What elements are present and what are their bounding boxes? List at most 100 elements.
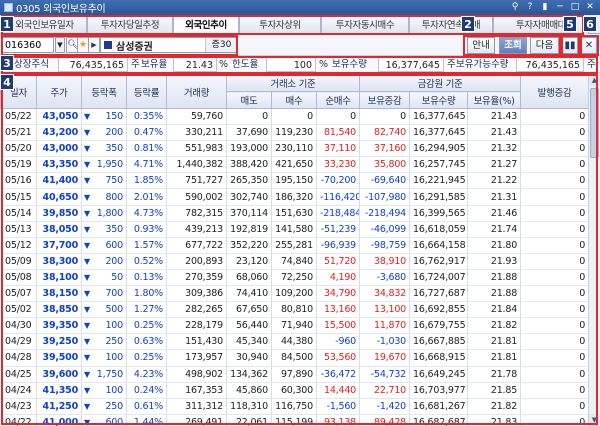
tab-investor-daily-estimate[interactable]: 투자자당일추정	[87, 16, 173, 34]
row-buy: 44,380	[271, 333, 317, 351]
tab-investor-consecutive[interactable]: 투자자연속매매	[409, 16, 493, 34]
col-sell[interactable]: 매도	[226, 91, 272, 109]
row-net-buy: 14,440	[316, 382, 361, 399]
table-row[interactable]: 05/13 38,050 ▼ 350 0.93% 439,213 192,819 141,58…	[0, 221, 590, 238]
table-row[interactable]: 05/22 43,050 ▼ 150 0.35% 59,760 0 0 0 0 16,377,645…	[0, 108, 590, 126]
pin-icon[interactable]: ▮	[542, 2, 548, 12]
table-row[interactable]: 05/07 38,150 ▼ 700 1.80% 309,386 74,410 109,200…	[0, 285, 590, 303]
row-hold-change: -54,732	[359, 366, 411, 383]
col-group-fss: 금감원 기준	[359, 74, 522, 92]
row-buy: 60,300	[271, 382, 317, 399]
row-hold-qty: 16,667,885	[409, 333, 469, 351]
row-hold-rate: 21.93	[467, 253, 522, 270]
chart-icon[interactable]: ▮▮	[562, 37, 578, 54]
row-change-value: 350	[105, 223, 123, 235]
table-row[interactable]: 05/15 40,650 ▼ 800 2.01% 590,002 302,740 186,32…	[0, 188, 590, 206]
row-hold-change: -107,980	[359, 188, 411, 206]
holding-summary: 상장주식 76,435,165 주 보유율 21.43 % 한도율 100 % …	[0, 56, 600, 73]
table-row[interactable]: 05/02 38,850 ▼ 500 1.27% 282,265 67,650 80,810 1…	[0, 301, 590, 319]
row-buy: 116,750	[271, 398, 317, 415]
table-row[interactable]: 04/30 39,350 ▼ 100 0.25% 228,179 56,440 71,940 1…	[0, 317, 590, 335]
col-volume[interactable]: 거래량	[166, 74, 227, 109]
row-price: 39,500	[36, 349, 82, 367]
down-arrow-icon: ▼	[84, 128, 90, 138]
next-stock-icon[interactable]: ▶	[88, 37, 100, 53]
tab-investor-simultaneous-buy[interactable]: 투자자동시매수	[321, 16, 409, 34]
col-hold-rate[interactable]: 보유율(%)	[467, 91, 522, 109]
next-button[interactable]: 다음	[530, 37, 559, 54]
table-row[interactable]: 04/25 39,600 ▼ 1,750 4.23% 498,902 134,362 97,8…	[0, 366, 590, 383]
tab-investor-top[interactable]: 투자자상위	[239, 16, 321, 34]
down-arrow-icon: ▼	[84, 305, 90, 315]
row-net-buy: 51,720	[316, 253, 361, 270]
row-change: ▼ 200	[81, 253, 127, 270]
row-hold-qty: 16,399,565	[409, 205, 469, 222]
guide-button[interactable]: 안내	[467, 37, 495, 54]
tab-foreign-trend[interactable]: 외국인추이	[173, 16, 239, 35]
table-row[interactable]: 05/09 38,300 ▼ 200 0.52% 200,893 23,120 74,840 5…	[0, 253, 590, 270]
row-hold-change: 89,428	[359, 414, 411, 426]
col-price[interactable]: 주가	[36, 74, 82, 109]
table-row[interactable]: 05/08 38,100 ▼ 50 0.13% 270,359 68,060 72,250 4,…	[0, 269, 590, 287]
scroll-up-icon[interactable]: ▲	[589, 74, 600, 86]
table-row[interactable]: 04/28 39,500 ▼ 100 0.25% 173,957 30,940 84,500 5…	[0, 349, 590, 367]
row-volume: 551,983	[166, 140, 227, 158]
col-rate[interactable]: 등락률	[126, 74, 167, 109]
minimize-icon[interactable]: ─	[557, 2, 563, 12]
row-buy: 255,281	[271, 237, 317, 254]
col-hold-qty[interactable]: 보유수량	[409, 91, 469, 109]
search-button[interactable]: 조회	[499, 37, 527, 54]
help-icon[interactable]: ?	[527, 2, 533, 12]
stock-code-input[interactable]	[2, 37, 54, 53]
row-hold-rate: 21.83	[467, 414, 522, 426]
col-net-buy[interactable]: 순매수	[315, 91, 361, 109]
row-rate: 1.27%	[126, 301, 167, 319]
close-icon[interactable]: ✕	[586, 2, 594, 12]
col-issue-change[interactable]: 발행증감	[520, 74, 590, 109]
table-row[interactable]: 05/14 39,850 ▼ 1,800 4.73% 782,315 370,114 151,…	[0, 205, 590, 222]
row-issue-change: 0	[520, 349, 590, 367]
row-net-buy: 33,230	[316, 156, 361, 174]
link-icon[interactable]: ⚲	[511, 2, 519, 12]
code-dropdown-icon[interactable]: ▼	[55, 37, 65, 53]
maximize-icon[interactable]: □	[570, 2, 580, 12]
row-price: 41,000	[36, 414, 82, 426]
limit-rate-value: 100	[266, 57, 316, 72]
down-arrow-icon: ▼	[84, 112, 90, 122]
table-row[interactable]: 05/19 43,350 ▼ 1,950 4.71% 1,440,382 388,420 42…	[0, 156, 590, 174]
window-controls: ⚲ ? ▮ ─ □ ✕	[509, 1, 596, 13]
down-arrow-icon: ▼	[84, 289, 90, 299]
row-rate: 1.80%	[126, 285, 167, 303]
table-row[interactable]: 05/16 41,400 ▼ 750 1.85% 751,727 265,350 195,15…	[0, 172, 590, 190]
row-issue-change: 0	[520, 301, 590, 319]
scroll-thumb[interactable]	[590, 88, 599, 158]
vertical-scrollbar[interactable]: ▲ ▼	[588, 74, 600, 426]
row-buy: 195,150	[271, 172, 317, 190]
tab-foreign-holding-date[interactable]: 외국인보유일자	[2, 16, 87, 34]
row-price: 38,100	[36, 269, 82, 287]
col-hold-change[interactable]: 보유증감	[359, 91, 411, 109]
row-volume: 330,211	[166, 124, 227, 142]
row-issue-change: 0	[520, 108, 590, 126]
row-hold-rate: 21.78	[467, 366, 522, 383]
table-row[interactable]: 05/21 43,200 ▼ 200 0.47% 330,211 37,690 119,230…	[0, 124, 590, 142]
table-row[interactable]: 05/12 37,700 ▼ 600 1.57% 677,722 352,220 255,28…	[0, 237, 590, 254]
row-price: 43,200	[36, 124, 82, 142]
col-buy[interactable]: 매수	[271, 91, 317, 109]
row-rate: 1.57%	[126, 237, 167, 254]
row-issue-change: 0	[520, 398, 590, 415]
table-row[interactable]: 04/22 41,000 ▼ 600 1.44% 269,491 22,061 115,199…	[0, 414, 590, 426]
table-row[interactable]: 04/24 41,350 ▼ 100 0.24% 167,353 45,860 60,300 1…	[0, 382, 590, 399]
table-row[interactable]: 04/23 41,250 ▼ 250 0.61% 311,312 118,310 116,75…	[0, 398, 590, 415]
scroll-down-icon[interactable]: ▼	[589, 414, 600, 426]
table-row[interactable]: 05/20 43,000 ▼ 350 0.81% 551,983 193,000 230,11…	[0, 140, 590, 158]
table-row[interactable]: 04/29 39,250 ▼ 250 0.63% 151,430 45,340 44,380-…	[0, 333, 590, 351]
collapse-icon[interactable]: ✕	[581, 37, 597, 54]
tab-bar: 외국인보유일자 투자자당일추정 외국인추이 투자자상위 투자자동시매수 투자자연…	[0, 15, 600, 35]
row-date: 04/24	[0, 382, 37, 399]
row-buy: 80,810	[271, 301, 317, 319]
row-net-buy: 37,110	[316, 140, 361, 158]
row-date: 05/15	[0, 188, 37, 206]
row-volume: 311,312	[166, 398, 227, 415]
col-change[interactable]: 등락폭	[81, 74, 127, 109]
